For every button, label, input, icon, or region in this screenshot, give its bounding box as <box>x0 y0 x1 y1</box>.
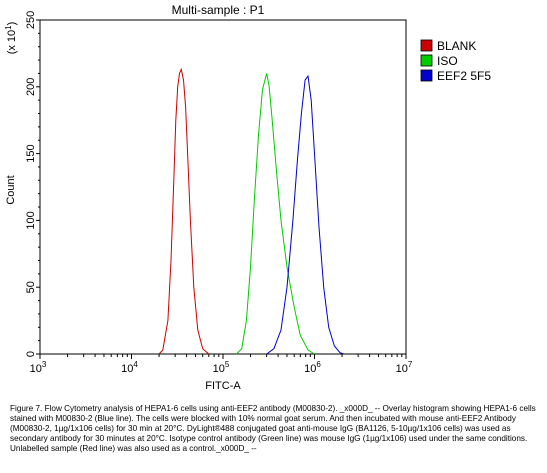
x-tick-label: 106 <box>304 360 321 375</box>
x-tick-base: 10 <box>121 363 133 375</box>
legend-label: BLANK <box>437 39 476 53</box>
x-axis-title: FITC-A <box>205 380 241 392</box>
x-tick-label: 103 <box>30 360 47 375</box>
y-tick-label: 100 <box>25 211 37 229</box>
series-line-iso <box>236 73 315 355</box>
y-axis-title: Count <box>5 175 17 204</box>
y-axis-multiplier: (x 101) <box>4 22 18 55</box>
y-multiplier-exponent: 1 <box>4 25 13 30</box>
legend-label: EEF2 5F5 <box>437 69 491 83</box>
y-tick-label: 0 <box>25 351 37 357</box>
flow-cytometry-histogram: Multi-sample : P1 (x 101) Count FITC-A 0… <box>4 3 491 392</box>
x-tick-exponent: 3 <box>42 360 47 369</box>
x-axis-ticks: 103 104 105 106 107 <box>30 354 413 375</box>
y-multiplier-close: ) <box>6 22 18 26</box>
histogram-series <box>158 67 345 355</box>
y-tick-label: 250 <box>25 11 37 29</box>
x-tick-label: 104 <box>121 360 138 375</box>
legend-swatch <box>420 54 433 67</box>
y-multiplier-base: (x 10 <box>6 30 18 54</box>
x-tick-base: 10 <box>30 363 42 375</box>
legend-swatch <box>420 39 433 52</box>
plot-area-frame <box>39 19 407 355</box>
x-tick-exponent: 4 <box>133 360 138 369</box>
y-tick-label: 50 <box>25 281 37 293</box>
chart-title: Multi-sample : P1 <box>172 3 265 17</box>
legend-swatch <box>420 69 433 82</box>
x-tick-base: 10 <box>213 363 225 375</box>
x-tick-exponent: 5 <box>225 360 230 369</box>
x-tick-label: 105 <box>213 360 230 375</box>
y-tick-label: 200 <box>25 78 37 96</box>
y-axis-ticks: 0 50 100 150 200 250 <box>25 11 40 357</box>
x-tick-exponent: 6 <box>316 360 321 369</box>
x-tick-base: 10 <box>396 363 408 375</box>
figure-caption: Figure 7. Flow Cytometry analysis of HEP… <box>10 404 536 453</box>
series-line-blank <box>158 67 210 355</box>
series-line-eef2-5f5 <box>266 74 345 355</box>
y-tick-label: 150 <box>25 144 37 162</box>
x-tick-label: 107 <box>396 360 413 375</box>
x-tick-exponent: 7 <box>408 360 413 369</box>
legend-label: ISO <box>437 54 458 68</box>
x-tick-base: 10 <box>304 363 316 375</box>
